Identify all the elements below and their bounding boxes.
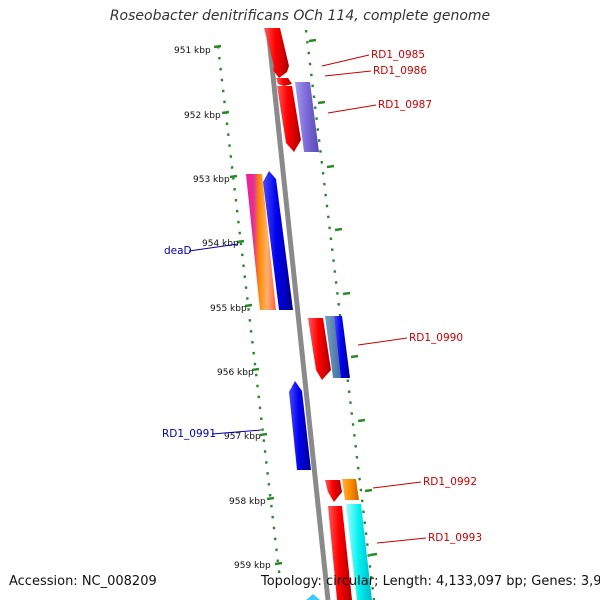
inner-tick-ring — [216, 45, 282, 581]
kbp-tick — [317, 100, 326, 105]
kbp-tick — [229, 174, 238, 179]
gene-label-rd1-0985[interactable]: RD1_0985 — [371, 49, 425, 61]
gene-label-rd1-0990[interactable]: RD1_0990 — [409, 332, 463, 344]
kbp-tick — [326, 164, 335, 169]
gene-feature[interactable] — [334, 316, 350, 378]
gene-feature[interactable] — [328, 506, 352, 600]
kbp-tick — [350, 354, 359, 359]
gene-feature[interactable] — [325, 316, 342, 378]
gene-feature[interactable] — [276, 78, 292, 86]
kbp-tick — [266, 496, 275, 501]
kbp-label: 955 kbp — [210, 304, 247, 314]
genome-backbone — [265, 27, 331, 600]
gene-label-rd1-0992[interactable]: RD1_0992 — [423, 476, 477, 488]
kbp-tick — [236, 239, 245, 244]
map-title: Roseobacter denitrificans OCh 114, compl… — [109, 8, 491, 24]
kbp-label: 956 kbp — [217, 368, 254, 378]
kbp-tick — [364, 488, 373, 493]
kbp-label: 959 kbp — [234, 561, 271, 571]
callout-line — [188, 243, 239, 252]
kbp-tick — [244, 303, 253, 308]
gene-feature[interactable] — [308, 318, 331, 380]
gene-label-rd1-0991[interactable]: RD1_0991 — [162, 428, 216, 440]
gene-feature[interactable] — [264, 28, 289, 78]
kbp-tick — [213, 44, 222, 49]
callout-line — [321, 54, 370, 67]
callout-lines — [188, 54, 427, 544]
kbp-tick — [274, 561, 283, 566]
callout-line — [376, 537, 427, 544]
gene-feature[interactable] — [246, 174, 276, 310]
kbp-label: 951 kbp — [174, 46, 211, 56]
kbp-label: 958 kbp — [229, 497, 266, 507]
kbp-tick — [221, 110, 230, 115]
gene-feature[interactable] — [263, 171, 293, 310]
gene-feature[interactable] — [342, 479, 359, 500]
kbp-label: 952 kbp — [184, 111, 221, 121]
gene-labels: RD1_0985 RD1_0986 RD1_0987 deaD RD1_0990… — [162, 49, 482, 544]
kbp-tick — [334, 227, 343, 232]
gene-feature[interactable] — [325, 480, 342, 502]
outer-tick-ring — [304, 29, 376, 600]
topology-label: Topology: circular; Length: 4,133,097 bp… — [261, 574, 600, 589]
kbp-tick — [342, 291, 351, 296]
accession-label: Accession: NC_008209 — [9, 574, 157, 589]
gene-feature[interactable] — [289, 381, 311, 470]
kbp-label: 954 kbp — [202, 239, 239, 249]
kbp-ticks — [213, 38, 378, 566]
kbp-label: 957 kbp — [224, 432, 261, 442]
kbp-tick — [259, 432, 268, 437]
kbp-label: 953 kbp — [193, 175, 230, 185]
gene-label-rd1-0986[interactable]: RD1_0986 — [373, 65, 427, 77]
gene-label-deaD[interactable]: deaD — [164, 245, 192, 257]
gene-label-rd1-0987[interactable]: RD1_0987 — [378, 99, 432, 111]
kbp-tick — [308, 38, 317, 43]
callout-line — [357, 337, 408, 346]
gene-feature[interactable] — [306, 594, 320, 600]
callout-line — [211, 429, 262, 435]
callout-line — [327, 104, 377, 114]
kbp-tick — [369, 552, 378, 557]
kbp-labels: 951 kbp 952 kbp 953 kbp 954 kbp 955 kbp … — [174, 46, 271, 571]
kbp-tick — [251, 367, 260, 372]
kbp-tick — [357, 418, 366, 423]
gene-feature[interactable] — [277, 86, 301, 152]
gene-feature[interactable] — [346, 504, 372, 600]
callout-line — [324, 70, 372, 77]
gene-feature[interactable] — [295, 82, 319, 152]
callout-line — [372, 481, 422, 489]
gene-label-rd1-0993[interactable]: RD1_0993 — [428, 532, 482, 544]
